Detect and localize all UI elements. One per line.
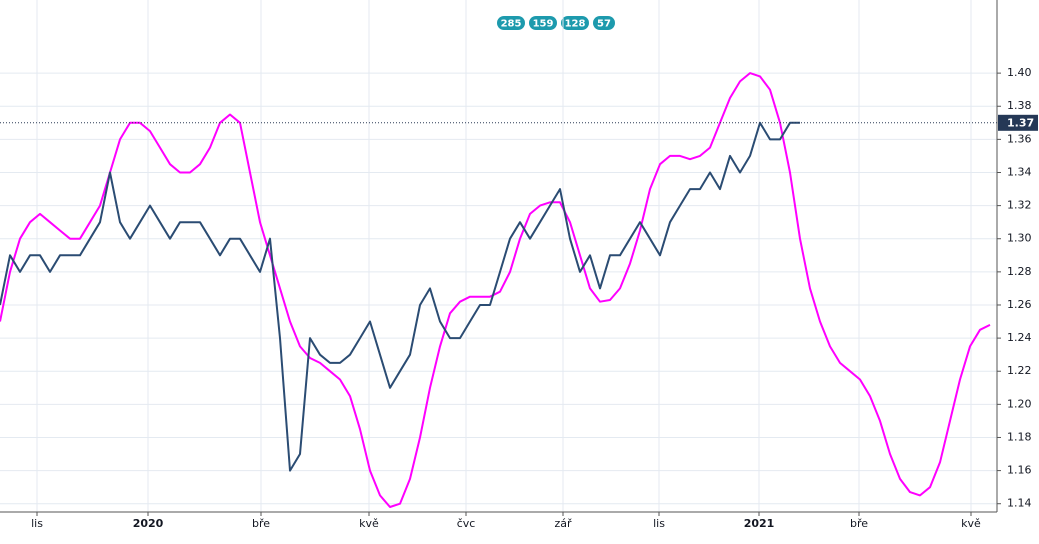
- y-tick-label: 1.22: [1007, 364, 1032, 377]
- x-tick-label: bře: [850, 517, 868, 530]
- y-tick-label: 1.18: [1007, 430, 1032, 443]
- badge-label: 128: [565, 19, 586, 30]
- line-price: [0, 121, 800, 472]
- x-tick-label: lis: [653, 517, 665, 530]
- x-tick-label: 2021: [744, 517, 775, 530]
- badge-label: 57: [597, 19, 611, 30]
- x-tick-label: 2020: [133, 517, 164, 530]
- x-tick-label: kvě: [359, 517, 379, 530]
- y-tick-label: 1.30: [1007, 232, 1032, 245]
- price-label: 1.37: [1007, 116, 1034, 129]
- x-tick-label: bře: [252, 517, 270, 530]
- badge-label: 285: [501, 19, 522, 30]
- y-tick-label: 1.36: [1007, 132, 1032, 145]
- line-cycle: [0, 72, 991, 508]
- y-tick-label: 1.26: [1007, 298, 1032, 311]
- badge: [497, 16, 525, 30]
- price-box: [998, 114, 1038, 131]
- x-tick-label: čvc: [457, 517, 476, 530]
- badge-label: 159: [533, 19, 554, 30]
- y-tick-label: 1.16: [1007, 464, 1032, 477]
- y-tick-label: 1.14: [1007, 497, 1032, 510]
- y-tick-label: 1.28: [1007, 265, 1032, 278]
- y-tick-label: 1.40: [1007, 66, 1032, 79]
- y-tick-label: 1.38: [1007, 99, 1032, 112]
- badge: [561, 16, 589, 30]
- x-tick-label: lis: [31, 517, 43, 530]
- badge: [593, 16, 615, 30]
- x-tick-label: zář: [554, 517, 572, 530]
- x-tick-label: kvě: [961, 517, 981, 530]
- y-tick-label: 1.32: [1007, 199, 1032, 212]
- y-tick-label: 1.34: [1007, 165, 1032, 178]
- y-tick-label: 1.20: [1007, 397, 1032, 410]
- badge: [529, 16, 557, 30]
- y-tick-label: 1.24: [1007, 331, 1032, 344]
